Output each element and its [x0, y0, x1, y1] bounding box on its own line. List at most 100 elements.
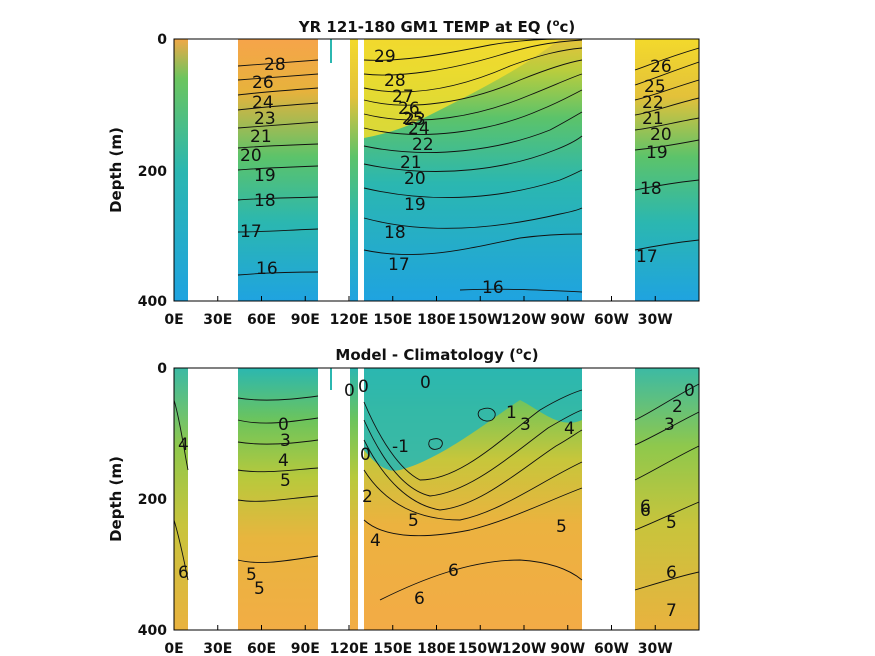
contour-label: 0	[358, 377, 369, 397]
ytick-label: 200	[138, 164, 167, 180]
panel1-contour-labels: 29 28 27 26 25 24 23 22 21 20 19 18 17 1…	[240, 47, 672, 298]
contour-label: 1	[506, 403, 517, 423]
contour-label: 22	[412, 135, 434, 155]
xtick-label: 30W	[638, 312, 673, 328]
contour-label: 17	[388, 255, 410, 275]
xtick-label: 90W	[550, 641, 585, 656]
contour-label: 17	[636, 247, 658, 267]
contour-label: 18	[384, 223, 406, 243]
xtick-label: 150W	[458, 312, 503, 328]
contour-label: 21	[250, 127, 272, 147]
contour-label: 21	[400, 153, 422, 173]
contour-label: 5	[246, 565, 257, 585]
contour-label: 6	[448, 561, 459, 581]
contour-label: 6	[414, 589, 425, 609]
xtick-label: 120E	[330, 641, 369, 656]
contour-label: 3	[664, 415, 675, 435]
ytick-label: 0	[157, 361, 167, 377]
panel1-field-strip-a	[318, 39, 321, 301]
contour-label: 23	[404, 110, 426, 130]
contour-label: 18	[254, 191, 276, 211]
contour-label: 0	[420, 373, 431, 393]
panel2-xticks: 0E 30E 60E 90E 120E 150E 180E 150W 120W 90W 60W 30W	[164, 625, 673, 656]
xtick-label: 90E	[291, 312, 320, 328]
contour-label: 5	[556, 517, 567, 537]
contour-label: 0	[344, 381, 355, 401]
contour-label: 18	[640, 179, 662, 199]
contour-label: 20	[650, 125, 672, 145]
contour-label: 2	[672, 397, 683, 417]
contour-label: 4	[564, 419, 575, 439]
contour-label: 6	[178, 563, 189, 583]
xtick-label: 30E	[203, 312, 232, 328]
contour-label: 2	[362, 487, 373, 507]
contour-label: -1	[392, 437, 409, 457]
xtick-label: 60W	[594, 312, 629, 328]
xtick-label: 150E	[373, 312, 412, 328]
contour-label: 25	[402, 109, 424, 129]
contour-label: 0	[684, 381, 695, 401]
contour-label: 19	[254, 166, 276, 186]
contour-label: 6	[666, 563, 677, 583]
contour-label: 7	[666, 601, 677, 621]
panel2-ylabel: Depth (m)	[107, 456, 125, 542]
panel1-field-indian-ocean	[238, 39, 318, 301]
panel2-cold-tongue	[364, 368, 582, 471]
contour-label: 26	[650, 57, 672, 77]
contour-label: 26	[252, 73, 274, 93]
contour-label: 29	[374, 47, 396, 67]
panel1-field-strip-b	[350, 39, 358, 301]
contour-label: 24	[408, 119, 430, 139]
contour-label: 17	[240, 222, 262, 242]
xtick-label: 90W	[550, 312, 585, 328]
panel2-field-strip-b	[350, 368, 358, 630]
contour-label: 4	[370, 531, 381, 551]
xtick-label: 150E	[373, 641, 412, 656]
contour-label: 5	[408, 511, 419, 531]
panel2-title: Model - Climatology (oc)	[335, 346, 538, 364]
panel2-contour-labels: 0 0 0 1 3 4 -1 0 2 4 5 5 6 6 0 3 4 5 4 5…	[178, 373, 695, 621]
xtick-label: 60E	[247, 312, 276, 328]
contour-label: 20	[240, 146, 262, 166]
contour-label: 4	[278, 451, 289, 471]
xtick-label: 0E	[164, 312, 183, 328]
panel1-contours	[237, 39, 699, 293]
panel1-title: YR 121-180 GM1 TEMP at EQ (oc)	[298, 18, 575, 36]
contour-label: 28	[384, 71, 406, 91]
panel1-yticks: 0 200 400	[138, 32, 167, 310]
panel2-yticks: 0 200 400	[138, 361, 167, 639]
panel1-field-west-edge	[174, 39, 188, 301]
xtick-label: 30E	[203, 641, 232, 656]
panel2-field-indian-ocean	[238, 368, 318, 630]
panel1-warm-pool	[364, 39, 560, 138]
contour-label: 28	[264, 55, 286, 75]
contour-label: 6	[640, 497, 651, 517]
contour-label: 0	[360, 445, 371, 465]
panel1-xticks: 0E 30E 60E 90E 120E 150E 180E 150W 120W 90W 60W 30W	[164, 296, 673, 328]
panel-temperature: YR 121-180 GM1 TEMP at EQ (oc)	[107, 18, 700, 328]
xtick-label: 120W	[502, 641, 547, 656]
ytick-label: 0	[157, 32, 167, 48]
xtick-label: 90E	[291, 641, 320, 656]
contour-label: 3	[520, 415, 531, 435]
panel2-contours	[174, 383, 699, 601]
contour-label: 16	[256, 259, 278, 279]
ytick-label: 200	[138, 492, 167, 508]
contour-label: 21	[642, 109, 664, 129]
contour-label: 16	[482, 278, 504, 298]
contour-label: 20	[404, 169, 426, 189]
contour-label: 4	[178, 435, 189, 455]
xtick-label: 60W	[594, 641, 629, 656]
xtick-label: 120W	[502, 312, 547, 328]
contour-label: 5	[254, 579, 265, 599]
xtick-label: 60E	[247, 641, 276, 656]
xtick-label: 30W	[638, 641, 673, 656]
contour-label: 5	[280, 471, 291, 491]
contour-label: 5	[666, 513, 677, 533]
panel1-field-atlantic	[635, 39, 699, 301]
xtick-label: 120E	[330, 312, 369, 328]
xtick-label: 0E	[164, 641, 183, 656]
ytick-label: 400	[138, 294, 167, 310]
contour-label: 25	[644, 77, 666, 97]
